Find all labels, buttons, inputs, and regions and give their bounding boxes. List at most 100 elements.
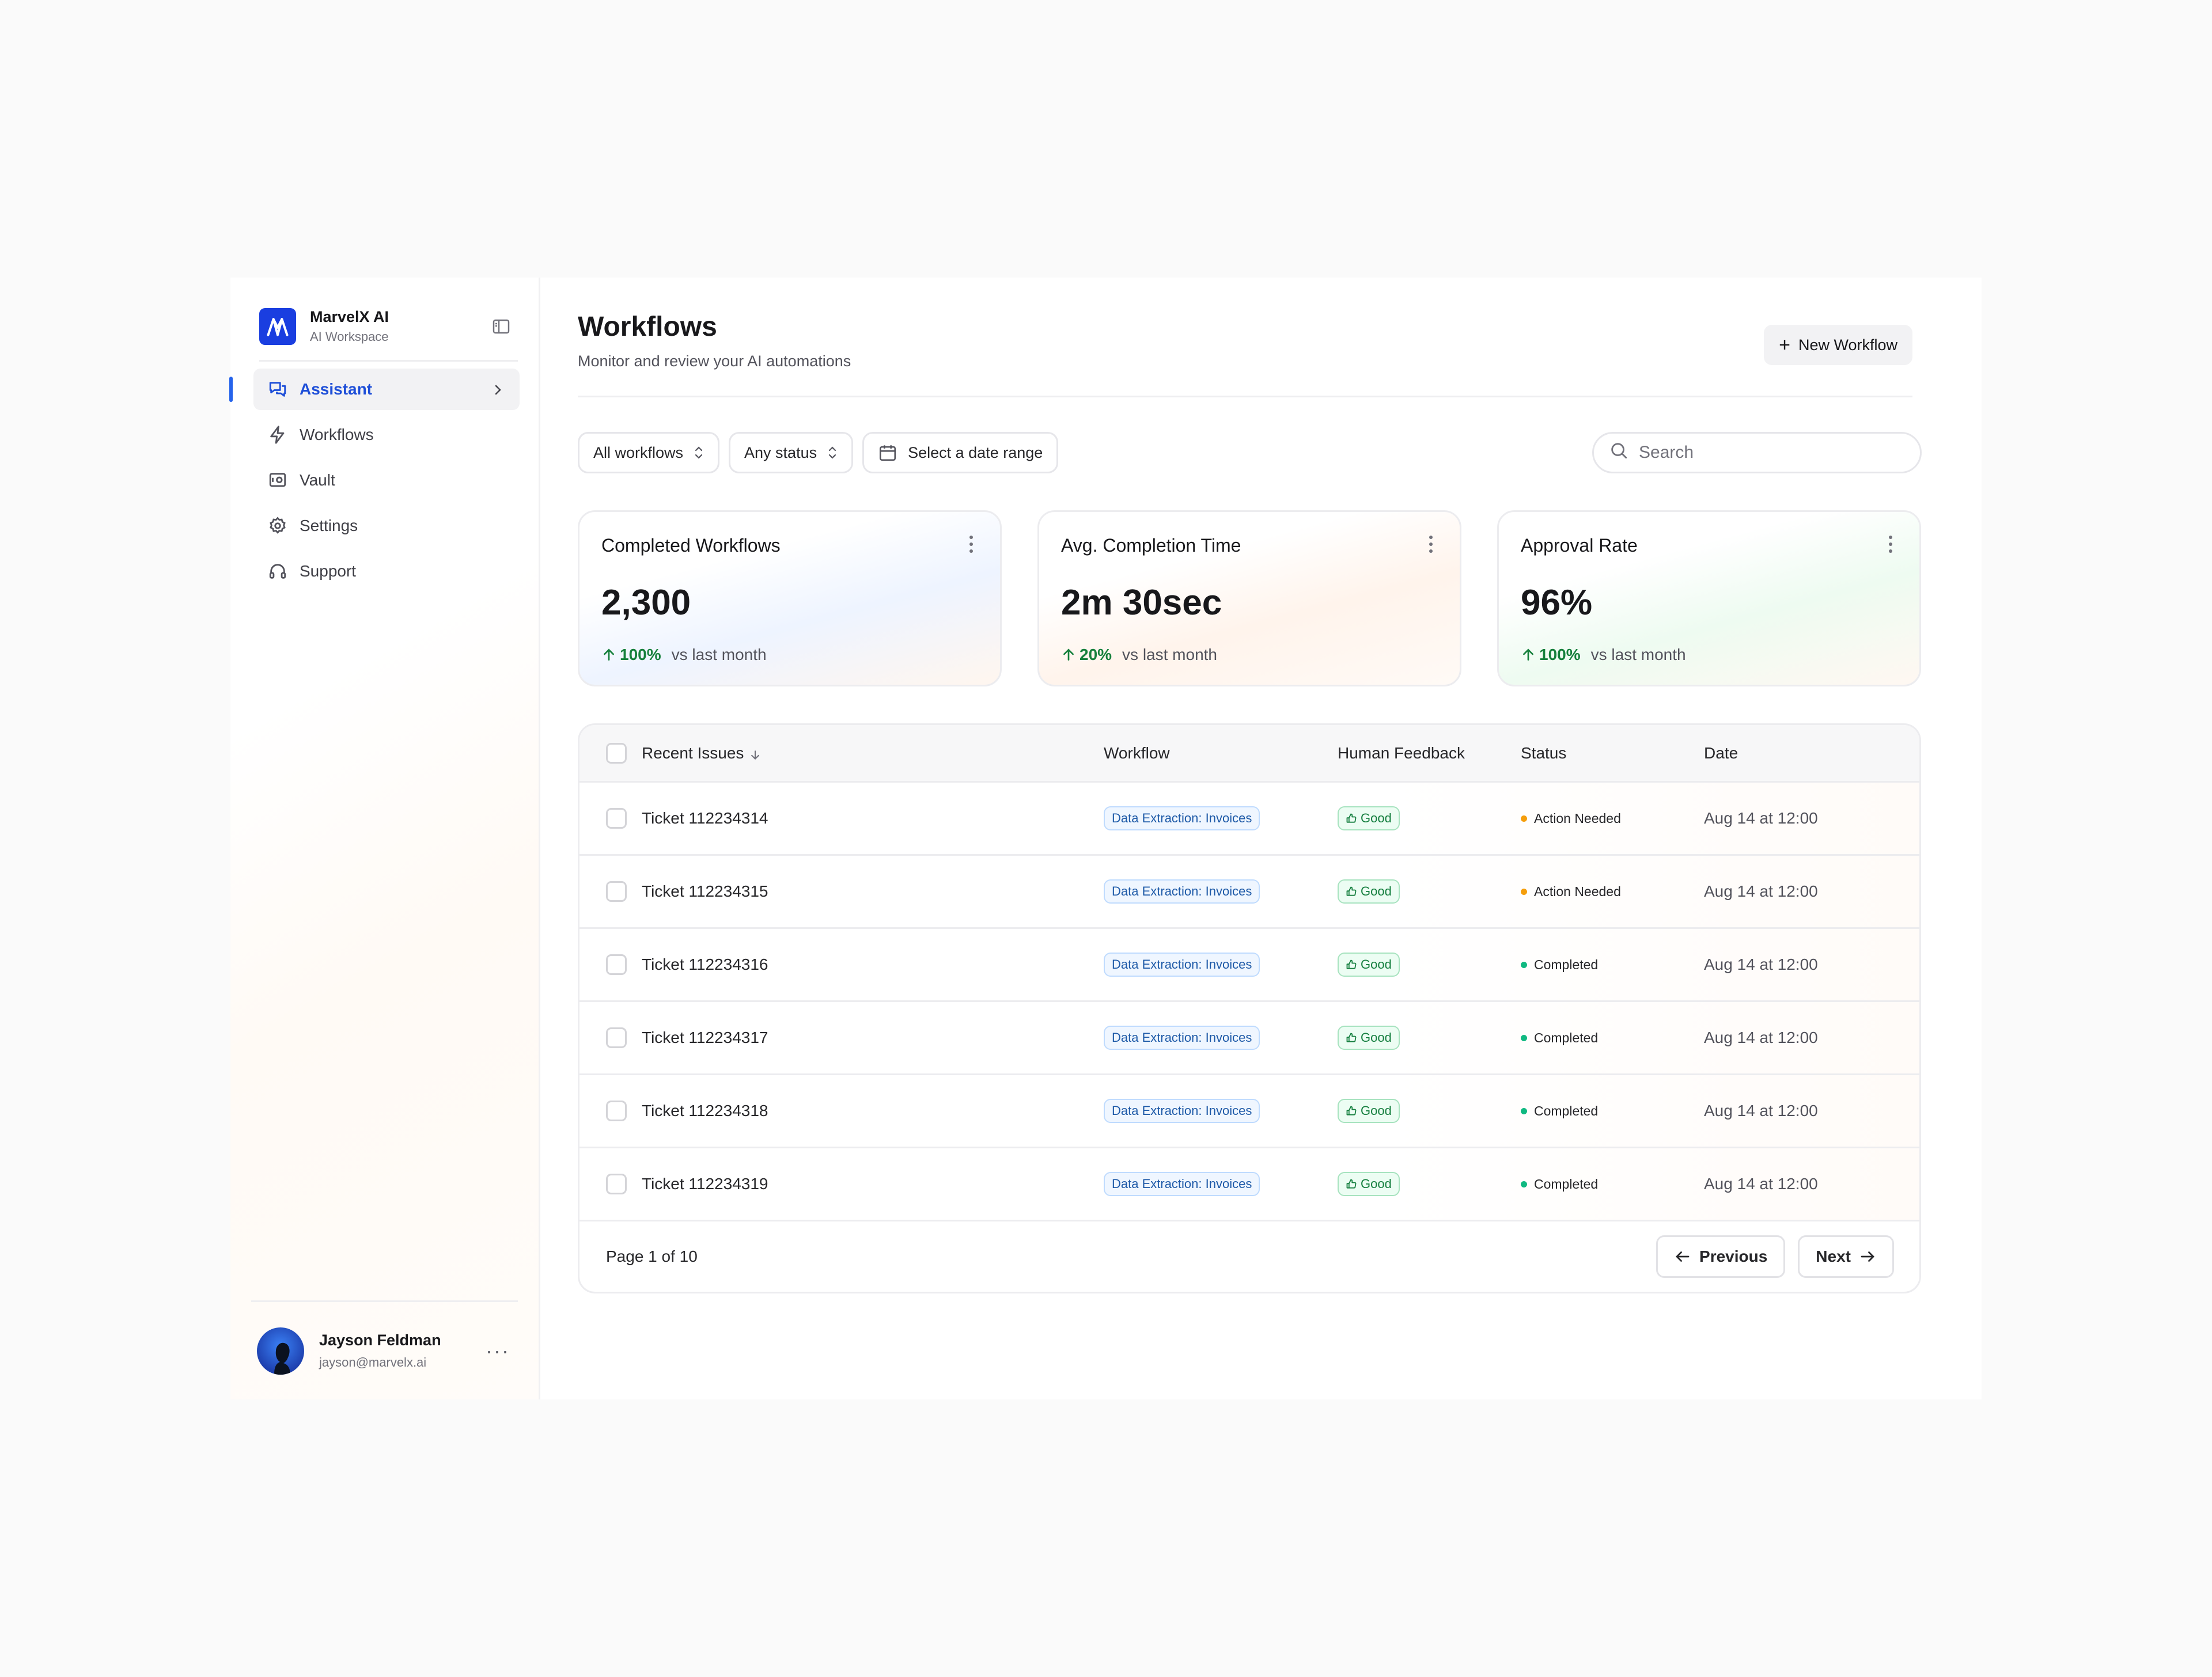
sidebar-item-workflows[interactable]: Workflows: [253, 414, 520, 456]
arrow-left-icon: [1676, 1251, 1690, 1262]
date-range-picker[interactable]: Select a date range: [862, 432, 1059, 473]
plus-icon: +: [1779, 334, 1790, 356]
table-row[interactable]: Ticket 112234319 Data Extraction: Invoice…: [579, 1148, 1919, 1221]
column-header-status: Status: [1521, 743, 1567, 762]
sidebar-toggle-icon[interactable]: [493, 319, 510, 334]
thumbs-up-icon: [1346, 1179, 1357, 1189]
stat-delta: 100% vs last month: [601, 646, 767, 664]
kebab-menu-icon[interactable]: [1429, 535, 1433, 553]
row-checkbox[interactable]: [606, 1174, 627, 1194]
status-badge: Action Needed: [1521, 811, 1704, 826]
search-icon: [1609, 441, 1628, 465]
table-header: Recent Issues Workflow Human Feedback St…: [579, 725, 1919, 783]
feedback-label: Good: [1361, 811, 1392, 825]
status-dot-icon: [1521, 1181, 1527, 1187]
stat-delta-percent: 100%: [620, 646, 661, 663]
chevron-up-down-icon: [827, 445, 838, 461]
kebab-menu-icon[interactable]: [969, 535, 974, 553]
user-name: Jayson Feldman: [319, 1331, 441, 1349]
table-row[interactable]: Ticket 112234317 Data Extraction: Invoice…: [579, 1002, 1919, 1075]
sidebar-item-support[interactable]: Support: [253, 551, 520, 592]
stat-card-approval-rate: Approval Rate 96% 100% vs last month: [1497, 510, 1921, 686]
row-checkbox[interactable]: [606, 954, 627, 975]
stat-delta: 100% vs last month: [1521, 646, 1686, 664]
sidebar-item-label: Workflows: [300, 426, 374, 443]
feedback-tag: Good: [1338, 1172, 1400, 1196]
stat-delta-percent: 20%: [1080, 646, 1112, 663]
row-date: Aug 14 at 12:00: [1704, 882, 1818, 900]
chevron-up-down-icon: [694, 445, 704, 461]
table-row[interactable]: Ticket 112234316 Data Extraction: Invoice…: [579, 929, 1919, 1002]
more-options-icon[interactable]: ···: [486, 1338, 510, 1363]
arrow-right-icon: [1861, 1251, 1874, 1262]
sidebar-item-assistant[interactable]: Assistant: [229, 369, 520, 410]
arrow-up-icon: [604, 648, 614, 661]
row-checkbox[interactable]: [606, 881, 627, 902]
thumbs-up-icon: [1346, 1033, 1357, 1042]
row-checkbox[interactable]: [606, 808, 627, 829]
status-dot-icon: [1521, 888, 1527, 895]
status-dot-icon: [1521, 815, 1527, 822]
row-checkbox[interactable]: [606, 1101, 627, 1121]
feedback-label: Good: [1361, 1177, 1392, 1191]
table-footer: Page 1 of 10 Previous Next: [579, 1221, 1919, 1292]
sidebar-item-vault[interactable]: Vault: [253, 460, 520, 501]
workflow-filter-value: All workflows: [593, 443, 684, 461]
arrow-up-icon: [1523, 648, 1533, 661]
next-label: Next: [1816, 1247, 1851, 1265]
search-field[interactable]: [1592, 432, 1922, 473]
status-filter-select[interactable]: Any status: [729, 432, 854, 473]
chevron-right-icon: [491, 382, 505, 396]
stat-delta-label: vs last month: [671, 646, 767, 663]
brand-header: MarvelX AI AI Workspace: [259, 293, 518, 362]
sort-arrow-down-icon[interactable]: [749, 747, 761, 760]
table-row[interactable]: Ticket 112234315 Data Extraction: Invoice…: [579, 856, 1919, 929]
status-filter-value: Any status: [744, 443, 817, 461]
table-row[interactable]: Ticket 112234318 Data Extraction: Invoice…: [579, 1075, 1919, 1148]
kebab-menu-icon[interactable]: [1888, 535, 1893, 553]
stat-value: 96%: [1521, 583, 1593, 623]
calendar-icon: [878, 443, 897, 462]
next-page-button[interactable]: Next: [1798, 1235, 1894, 1278]
app-window: MarvelX AI AI Workspace Assi: [229, 278, 1982, 1399]
feedback-tag: Good: [1338, 1099, 1400, 1123]
feedback-tag: Good: [1338, 953, 1400, 977]
thumbs-up-icon: [1346, 959, 1357, 969]
ticket-name: Ticket 112234316: [642, 955, 768, 973]
ticket-name: Ticket 112234315: [642, 882, 768, 900]
previous-page-button[interactable]: Previous: [1656, 1235, 1786, 1278]
new-workflow-button[interactable]: + New Workflow: [1764, 325, 1912, 365]
sidebar: MarvelX AI AI Workspace Assi: [229, 278, 540, 1399]
previous-label: Previous: [1699, 1247, 1768, 1265]
feedback-tag: Good: [1338, 806, 1400, 830]
chat-icon: [267, 379, 288, 400]
status-label: Completed: [1534, 1030, 1599, 1045]
row-date: Aug 14 at 12:00: [1704, 1175, 1818, 1193]
select-all-checkbox[interactable]: [606, 742, 627, 764]
avatar: [257, 1327, 304, 1375]
status-label: Completed: [1534, 1103, 1599, 1118]
workflow-tag: Data Extraction: Invoices: [1104, 1172, 1260, 1196]
sidebar-item-settings[interactable]: Settings: [253, 505, 520, 547]
column-header-recent-issues[interactable]: Recent Issues: [642, 743, 744, 762]
workflow-tag: Data Extraction: Invoices: [1104, 879, 1260, 904]
status-badge: Action Needed: [1521, 884, 1704, 900]
headphones-icon: [267, 561, 288, 582]
table-row[interactable]: Ticket 112234314 Data Extraction: Invoice…: [579, 783, 1919, 856]
status-label: Completed: [1534, 957, 1599, 972]
row-checkbox[interactable]: [606, 1027, 627, 1048]
brand-subtitle: AI Workspace: [310, 329, 389, 344]
stat-title: Avg. Completion Time: [1061, 535, 1241, 556]
workflow-tag: Data Extraction: Invoices: [1104, 1099, 1260, 1123]
search-input[interactable]: [1639, 443, 1904, 462]
status-badge: Completed: [1521, 1103, 1704, 1119]
status-dot-icon: [1521, 1034, 1527, 1041]
ticket-name: Ticket 112234318: [642, 1102, 768, 1120]
sidebar-nav: Assistant Workflows Vault: [229, 369, 520, 596]
stat-delta-label: vs last month: [1590, 646, 1686, 663]
brand-name: MarvelX AI: [310, 308, 389, 325]
workflow-filter-select[interactable]: All workflows: [578, 432, 720, 473]
thumbs-up-icon: [1346, 1106, 1357, 1116]
stat-delta-label: vs last month: [1122, 646, 1217, 663]
user-profile[interactable]: Jayson Feldman jayson@marvelx.ai ···: [251, 1300, 518, 1399]
